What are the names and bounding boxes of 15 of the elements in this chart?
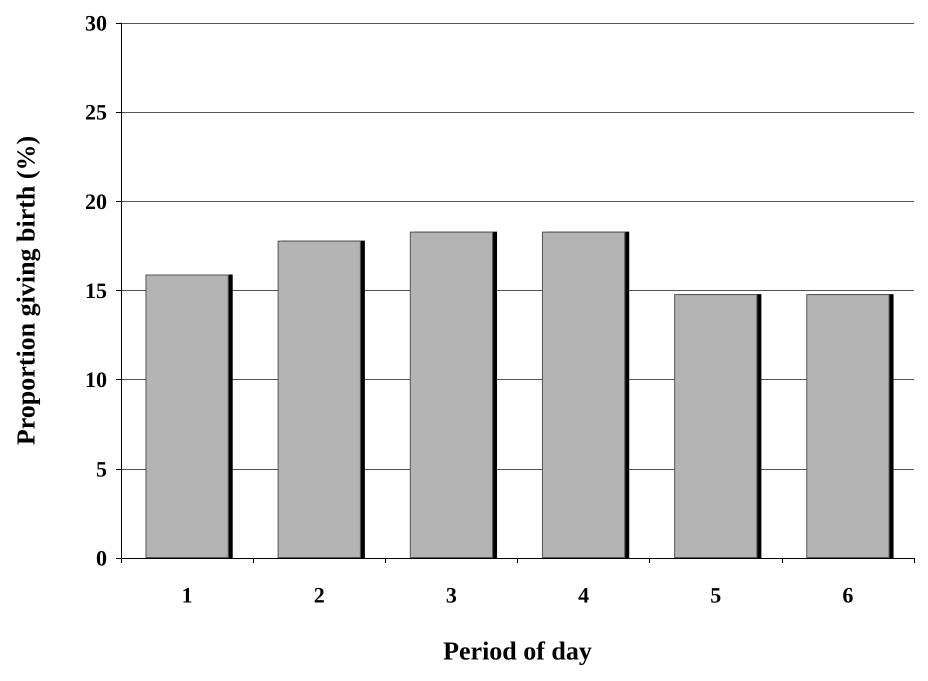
y-tick-label: 5 bbox=[96, 456, 107, 482]
y-axis-title: Proportion giving birth (%) bbox=[12, 136, 40, 446]
x-tick-label: 1 bbox=[182, 582, 193, 608]
y-tick-label: 20 bbox=[85, 188, 107, 214]
x-axis-title: Period of day bbox=[443, 636, 592, 666]
y-tick-label: 30 bbox=[85, 10, 107, 36]
x-tick-label: 3 bbox=[446, 582, 457, 608]
x-tick-label: 6 bbox=[842, 582, 854, 608]
y-tick-label: 0 bbox=[96, 546, 107, 570]
y-tick-label: 15 bbox=[85, 278, 107, 303]
x-tick-label: 4 bbox=[578, 582, 590, 608]
y-tick-label: 25 bbox=[85, 100, 107, 125]
y-tick-label: 10 bbox=[85, 367, 107, 392]
x-tick-label: 2 bbox=[314, 582, 325, 608]
x-tick-label: 5 bbox=[710, 582, 722, 608]
